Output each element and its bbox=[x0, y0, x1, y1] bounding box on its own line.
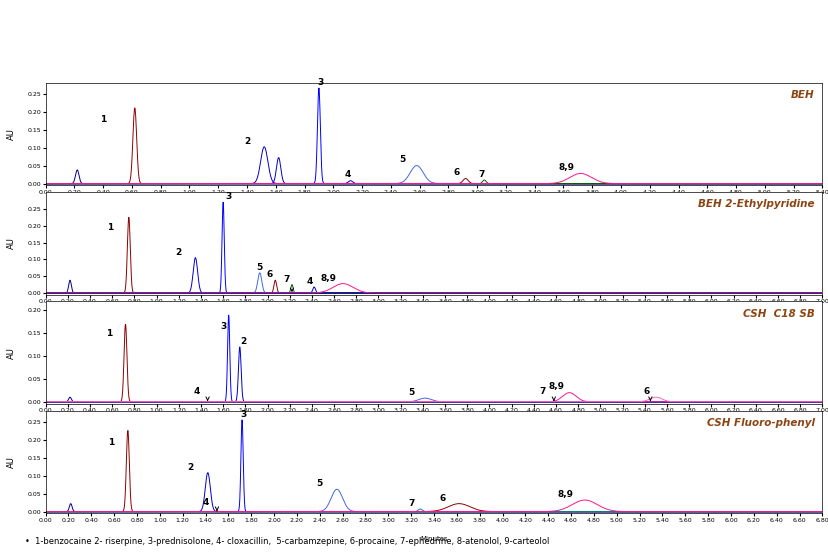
Text: 2: 2 bbox=[243, 137, 250, 146]
Text: CSH  C18 SB: CSH C18 SB bbox=[742, 309, 814, 319]
Text: 8,9: 8,9 bbox=[547, 382, 563, 391]
Text: 6: 6 bbox=[267, 270, 272, 279]
Y-axis label: AU: AU bbox=[7, 347, 16, 359]
Text: BEH: BEH bbox=[790, 90, 814, 100]
Text: CSH Fluoro-phenyl: CSH Fluoro-phenyl bbox=[705, 418, 814, 428]
Y-axis label: AU: AU bbox=[7, 456, 16, 468]
Text: 2: 2 bbox=[187, 462, 194, 472]
Text: 7: 7 bbox=[283, 275, 289, 284]
Text: 1: 1 bbox=[106, 329, 112, 338]
Text: Minutes: Minutes bbox=[420, 317, 447, 324]
Text: 1: 1 bbox=[100, 115, 106, 124]
Text: 3: 3 bbox=[240, 410, 246, 418]
Text: 1: 1 bbox=[108, 438, 113, 447]
Y-axis label: AU: AU bbox=[7, 238, 16, 249]
Text: 7: 7 bbox=[407, 499, 414, 508]
Y-axis label: AU: AU bbox=[7, 128, 16, 140]
Text: 2: 2 bbox=[239, 337, 246, 346]
Text: 2: 2 bbox=[176, 248, 181, 256]
Text: Minutes: Minutes bbox=[420, 427, 447, 433]
Text: 8,9: 8,9 bbox=[556, 490, 573, 499]
Text: 6: 6 bbox=[440, 493, 445, 503]
Text: 4: 4 bbox=[193, 387, 200, 396]
Text: 6: 6 bbox=[453, 169, 460, 178]
Text: 5: 5 bbox=[316, 479, 322, 488]
Text: 5: 5 bbox=[408, 388, 414, 397]
Text: 3: 3 bbox=[317, 78, 323, 87]
Text: 6: 6 bbox=[643, 387, 649, 396]
Text: 3: 3 bbox=[225, 192, 232, 201]
Text: 8,9: 8,9 bbox=[557, 163, 574, 173]
Text: 8,9: 8,9 bbox=[320, 274, 336, 282]
Text: 1: 1 bbox=[107, 224, 113, 233]
Text: Minutes: Minutes bbox=[420, 536, 447, 542]
Text: 7: 7 bbox=[478, 170, 484, 179]
Text: 4: 4 bbox=[306, 277, 312, 286]
Text: 3: 3 bbox=[219, 322, 226, 331]
Text: BEH 2-Ethylpyridine: BEH 2-Ethylpyridine bbox=[697, 199, 814, 209]
Text: Minutes: Minutes bbox=[420, 208, 447, 214]
Text: 5: 5 bbox=[257, 263, 262, 272]
Text: 4: 4 bbox=[202, 498, 209, 507]
Text: •  1-benzocaine 2- riserpine, 3-prednisolone, 4- cloxacillin,  5-carbamzepine, 6: • 1-benzocaine 2- riserpine, 3-prednisol… bbox=[25, 537, 549, 546]
Text: 7: 7 bbox=[539, 387, 546, 396]
Text: 5: 5 bbox=[399, 155, 405, 164]
Text: 4: 4 bbox=[344, 170, 350, 179]
